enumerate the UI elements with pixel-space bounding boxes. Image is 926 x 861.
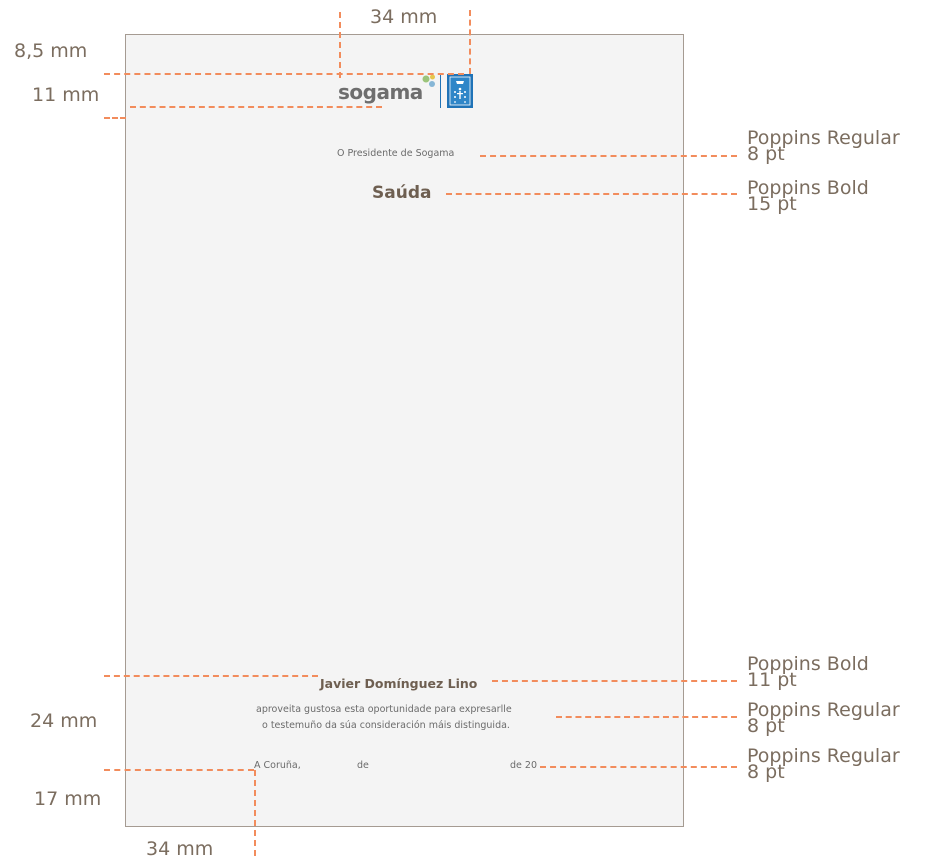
guide-name-right bbox=[492, 680, 737, 682]
letter-page bbox=[125, 34, 684, 827]
body-line-2: o testemuño da súa consideración máis di… bbox=[262, 720, 510, 731]
guide-logo-bottom-left bbox=[104, 117, 126, 119]
date-de-2: de 20 bbox=[510, 760, 537, 771]
president-font-spec: Poppins Regular 8 pt bbox=[747, 127, 900, 165]
top-width-label: 34 mm bbox=[370, 6, 438, 28]
greeting-heading: Saúda bbox=[372, 183, 432, 203]
guide-name-left bbox=[104, 675, 318, 677]
sogama-dots-icon bbox=[422, 74, 436, 94]
bottom-margin-label: 17 mm bbox=[34, 788, 102, 810]
date-de-1: de bbox=[357, 760, 369, 771]
guide-bottom-margin bbox=[104, 769, 254, 771]
guide-top-margin bbox=[104, 73, 464, 75]
name-font-spec: Poppins Bold 11 pt bbox=[747, 653, 869, 691]
sogama-logo-text: sogama bbox=[338, 80, 423, 104]
guide-date bbox=[540, 766, 737, 768]
top-margin-label: 8,5 mm bbox=[14, 40, 88, 62]
guide-top-left-vertical bbox=[339, 12, 341, 78]
president-line: O Presidente de Sogama bbox=[337, 148, 455, 159]
xunta-coat-of-arms-icon bbox=[447, 74, 473, 112]
greeting-font-spec: Poppins Bold 15 pt bbox=[747, 177, 869, 215]
body-line-1: aproveita gustosa esta oportunidade para… bbox=[256, 704, 512, 715]
body-font-spec: Poppins Regular 8 pt bbox=[747, 699, 900, 737]
left-indent-label: 34 mm bbox=[146, 838, 214, 860]
guide-logo-bottom bbox=[130, 106, 382, 108]
guide-top-right-vertical bbox=[469, 10, 471, 74]
logo-divider bbox=[440, 74, 441, 108]
place-text: A Coruña, bbox=[254, 760, 301, 771]
signer-name: Javier Domínguez Lino bbox=[320, 676, 478, 691]
logo-height-label: 11 mm bbox=[32, 84, 100, 106]
guide-body bbox=[556, 716, 737, 718]
guide-greeting bbox=[446, 193, 737, 195]
guide-left-indent-vertical bbox=[254, 770, 256, 856]
bottom-block-label: 24 mm bbox=[30, 710, 98, 732]
guide-president bbox=[480, 155, 737, 157]
date-font-spec: Poppins Regular 8 pt bbox=[747, 745, 900, 783]
